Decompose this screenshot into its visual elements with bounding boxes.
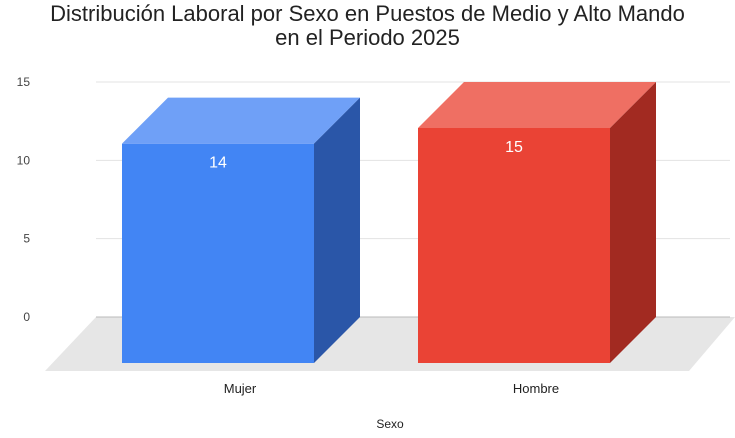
x-tick-label-hombre: Hombre [513,381,559,396]
y-axis-ticks: 0 5 10 15 [17,75,31,324]
data-label-mujer: 14 [209,155,227,172]
bar-hombre: 15 [418,82,656,363]
y-tick-label-15: 15 [17,75,31,89]
y-tick-label-0: 0 [23,310,30,324]
bar-top-mujer [122,97,360,144]
bar-front-hombre [418,128,610,363]
chart-title-line-2: en el Periodo 2025 [275,25,460,50]
x-axis-ticks: Mujer Hombre [224,381,559,396]
x-axis-title: Sexo [376,417,404,431]
y-tick-label-5: 5 [23,232,30,246]
y-tick-label-10: 10 [17,153,31,167]
data-label-hombre: 15 [505,139,523,156]
chart-title: Distribución Laboral por Sexo en Puestos… [0,2,735,50]
x-tick-label-mujer: Mujer [224,381,257,396]
bar-mujer: 14 [122,97,360,364]
bar-side-hombre [610,82,656,363]
chart-title-line-1: Distribución Laboral por Sexo en Puestos… [50,1,685,26]
bar-side-mujer [314,97,360,364]
bar-front-mujer [122,143,314,363]
bar-top-hombre [418,82,656,128]
bars: 14 15 [122,82,656,364]
